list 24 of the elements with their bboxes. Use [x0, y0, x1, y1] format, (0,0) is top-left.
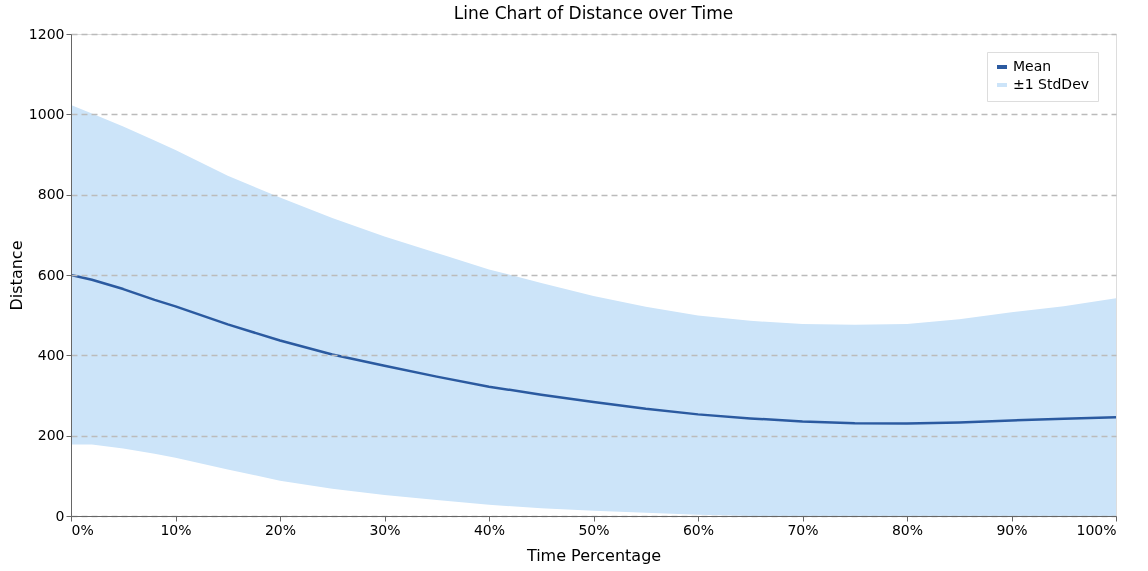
x-tick-label: 10%: [160, 521, 192, 538]
x-tick-label: 20%: [264, 521, 297, 538]
x-tick-label: 50%: [578, 521, 610, 538]
x-tick-label: 70%: [787, 521, 819, 538]
y-axis-title: Distance: [6, 240, 26, 311]
y-tick-label: 800: [37, 186, 65, 203]
x-tick-label: 40%: [473, 521, 506, 538]
chart-title: Line Chart of Distance over Time: [453, 3, 734, 23]
x-tick-label: 0%: [71, 521, 94, 538]
y-tick-label: 200: [37, 427, 65, 444]
x-tick-label: 80%: [891, 521, 924, 538]
legend-label: Mean: [1013, 58, 1052, 74]
annotation: ±1 StdDev: [1013, 76, 1090, 92]
y-tick-label: 400: [37, 346, 65, 363]
x-tick-label: 30%: [369, 521, 401, 538]
x-tick-label: 60%: [682, 521, 715, 538]
x-tick-label: 90%: [996, 521, 1028, 538]
y-tick-label: 0: [55, 507, 65, 524]
y-tick-label: 1200: [28, 25, 65, 42]
line-series: [69, 273, 1118, 425]
x-tick-label: 100%: [1076, 521, 1117, 538]
x-axis-title: Time Percentage: [525, 545, 662, 565]
y-tick-label: 600: [37, 266, 65, 283]
y-tick-label: 1000: [28, 105, 65, 122]
